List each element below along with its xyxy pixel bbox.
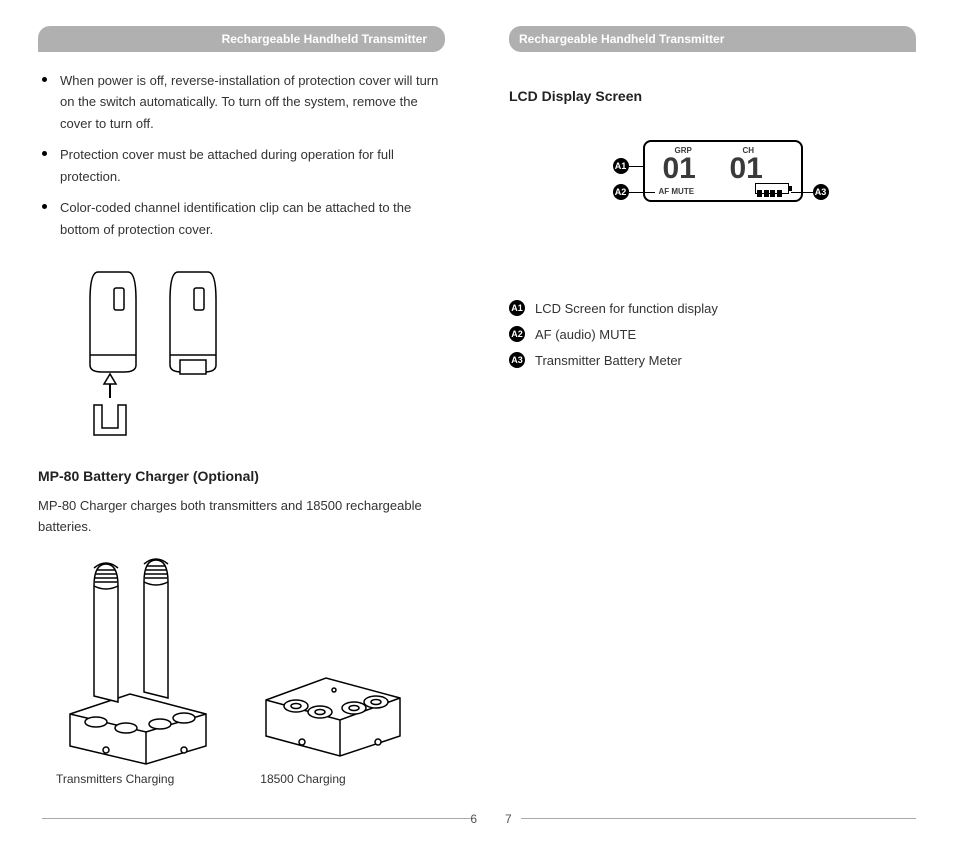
header-text: Rechargeable Handheld Transmitter bbox=[519, 32, 724, 46]
callout-line bbox=[629, 166, 643, 167]
lcd-assembly: GRP CH 01 01 AF MUTE A1 A2 A3 bbox=[573, 140, 853, 240]
caption-18500: 18500 Charging bbox=[260, 772, 345, 786]
handheld-clip-illustration bbox=[68, 270, 288, 450]
caption-row: Transmitters Charging 18500 Charging bbox=[56, 772, 445, 786]
legend-text: LCD Screen for function display bbox=[535, 301, 718, 316]
bullet-item: Color-coded channel identification clip … bbox=[38, 197, 445, 240]
header-pill-left: Rechargeable Handheld Transmitter bbox=[38, 26, 445, 52]
legend-badge: A3 bbox=[509, 352, 525, 368]
caption-tx: Transmitters Charging bbox=[56, 772, 174, 786]
charger-empty-illustration bbox=[258, 656, 408, 766]
legend-badge: A2 bbox=[509, 326, 525, 342]
page-number: 6 bbox=[470, 812, 477, 826]
footer-line bbox=[42, 818, 473, 819]
charger-title: MP-80 Battery Charger (Optional) bbox=[38, 468, 445, 484]
page-7: Rechargeable Handheld Transmitter LCD Di… bbox=[477, 0, 954, 849]
callout-a2: A2 bbox=[613, 184, 629, 200]
charger-body: MP-80 Charger charges both transmitters … bbox=[38, 496, 445, 538]
legend-row: A2 AF (audio) MUTE bbox=[509, 326, 916, 342]
bullet-list: When power is off, reverse-installation … bbox=[38, 70, 445, 250]
page-number: 7 bbox=[505, 812, 512, 826]
lcd-screen: GRP CH 01 01 AF MUTE bbox=[643, 140, 803, 202]
callout-line bbox=[791, 192, 813, 193]
page: Rechargeable Handheld Transmitter When p… bbox=[0, 0, 954, 849]
lcd-title: LCD Display Screen bbox=[509, 88, 916, 104]
figure-protection-cover bbox=[68, 270, 445, 450]
page-6: Rechargeable Handheld Transmitter When p… bbox=[0, 0, 477, 849]
callout-a1: A1 bbox=[613, 158, 629, 174]
legend-text: AF (audio) MUTE bbox=[535, 327, 636, 342]
header-pill-right: Rechargeable Handheld Transmitter bbox=[509, 26, 916, 52]
callout-line bbox=[629, 192, 655, 193]
legend-text: Transmitter Battery Meter bbox=[535, 353, 682, 368]
lcd-mute-label: AF MUTE bbox=[659, 187, 695, 196]
legend: A1 LCD Screen for function display A2 AF… bbox=[509, 300, 916, 378]
header-text: Rechargeable Handheld Transmitter bbox=[222, 32, 427, 46]
lcd-ch-value: 01 bbox=[730, 152, 763, 186]
battery-icon bbox=[755, 183, 789, 194]
lcd-grp-value: 01 bbox=[663, 152, 696, 186]
bullet-item: Protection cover must be attached during… bbox=[38, 144, 445, 187]
footer-line bbox=[521, 818, 916, 819]
charger-with-transmitters-illustration bbox=[58, 556, 218, 766]
legend-row: A3 Transmitter Battery Meter bbox=[509, 352, 916, 368]
callout-a3: A3 bbox=[813, 184, 829, 200]
figure-chargers bbox=[58, 556, 445, 766]
bullet-item: When power is off, reverse-installation … bbox=[38, 70, 445, 134]
legend-row: A1 LCD Screen for function display bbox=[509, 300, 916, 316]
legend-badge: A1 bbox=[509, 300, 525, 316]
